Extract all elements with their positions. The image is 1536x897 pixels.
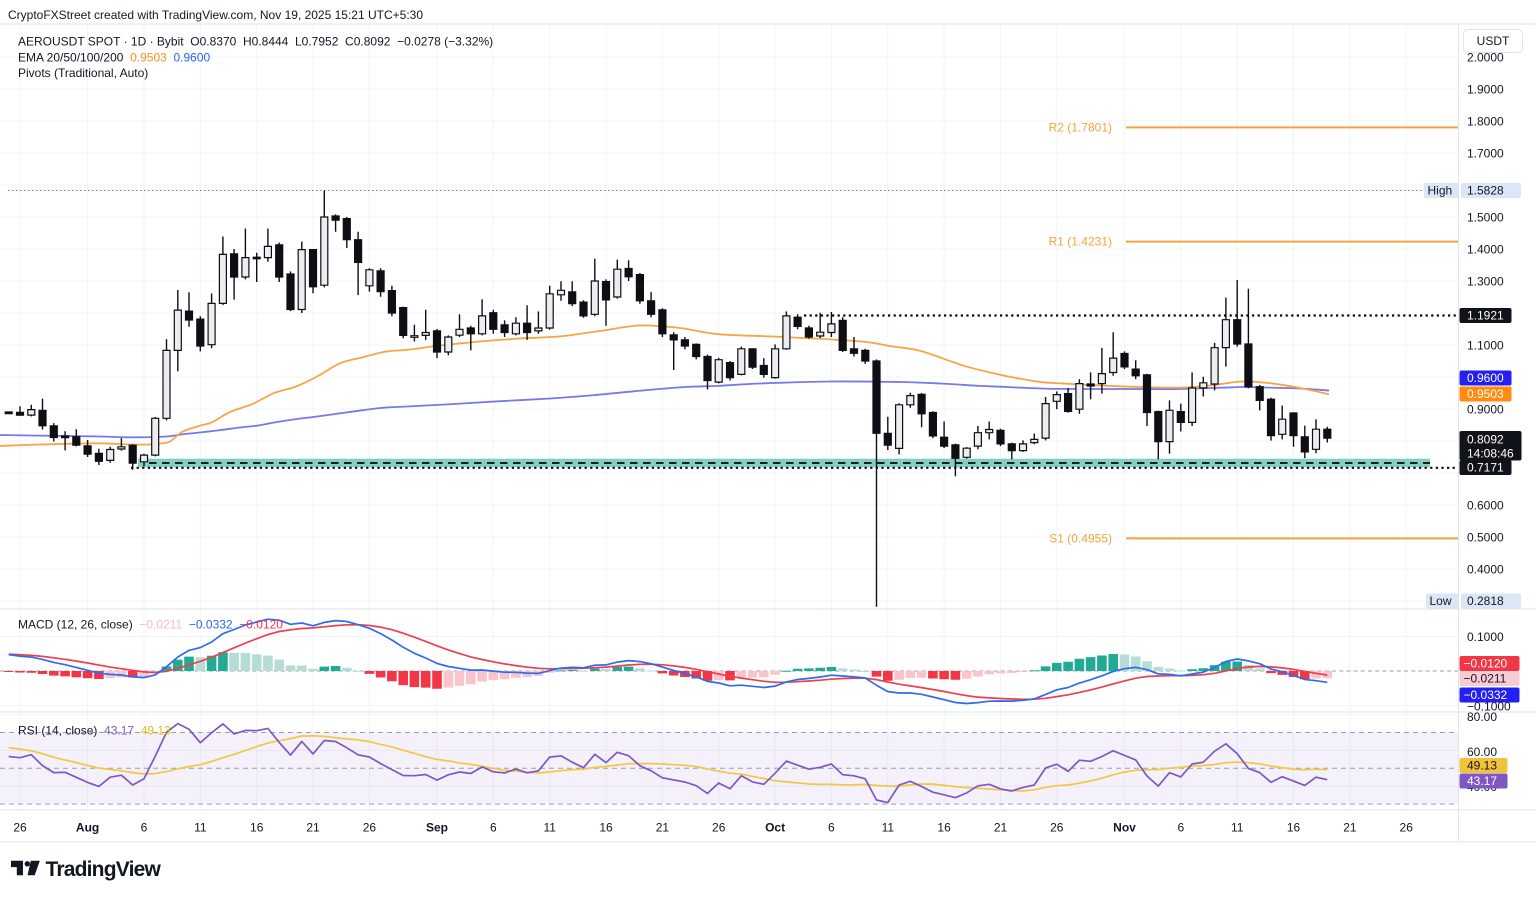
svg-text:16: 16 <box>1287 821 1301 835</box>
svg-text:21: 21 <box>1343 821 1357 835</box>
svg-text:21: 21 <box>656 821 670 835</box>
svg-text:0.6000: 0.6000 <box>1467 499 1504 513</box>
svg-text:6: 6 <box>828 821 835 835</box>
svg-text:16: 16 <box>250 821 264 835</box>
svg-text:21: 21 <box>306 821 320 835</box>
svg-text:CryptoFXStreet created with Tr: CryptoFXStreet created with TradingView.… <box>8 8 423 22</box>
svg-text:80.00: 80.00 <box>1467 710 1497 724</box>
svg-text:26: 26 <box>1400 821 1414 835</box>
svg-text:21: 21 <box>994 821 1008 835</box>
svg-text:−0.0120: −0.0120 <box>1464 657 1508 671</box>
svg-text:Oct: Oct <box>765 821 785 835</box>
svg-text:2.0000: 2.0000 <box>1467 51 1504 65</box>
svg-text:26: 26 <box>712 821 726 835</box>
svg-text:26: 26 <box>13 821 27 835</box>
svg-text:43.17: 43.17 <box>1467 774 1497 788</box>
svg-text:0.2818: 0.2818 <box>1467 594 1504 608</box>
svg-text:Low: Low <box>1430 594 1452 608</box>
svg-text:1.5828: 1.5828 <box>1467 184 1504 198</box>
svg-text:6: 6 <box>141 821 148 835</box>
svg-text:11: 11 <box>194 821 207 835</box>
svg-text:1.9000: 1.9000 <box>1467 83 1504 97</box>
svg-text:1.1921: 1.1921 <box>1467 309 1504 323</box>
svg-text:0.5000: 0.5000 <box>1467 531 1504 545</box>
svg-text:1.1000: 1.1000 <box>1467 339 1504 353</box>
svg-text:60.00: 60.00 <box>1467 745 1497 759</box>
svg-text:Aug: Aug <box>76 821 99 835</box>
svg-text:USDT: USDT <box>1477 34 1510 48</box>
svg-text:RSI (14, close) 43.17 49.13: RSI (14, close) 43.17 49.13 <box>18 724 171 738</box>
svg-text:14:08:46: 14:08:46 <box>1467 447 1514 461</box>
svg-text:AEROUSDT SPOT · 1D · Bybit O0: AEROUSDT SPOT · 1D · Bybit O0.8370 H0.84… <box>18 35 493 49</box>
svg-text:−0.0211: −0.0211 <box>1464 672 1507 686</box>
svg-text:0.4000: 0.4000 <box>1467 563 1504 577</box>
svg-text:0.1000: 0.1000 <box>1467 630 1504 644</box>
svg-text:Pivots (Traditional, Auto): Pivots (Traditional, Auto) <box>18 66 148 80</box>
svg-text:R2 (1.7801): R2 (1.7801) <box>1049 121 1112 135</box>
svg-text:1.4000: 1.4000 <box>1467 243 1504 257</box>
svg-text:−0.0332: −0.0332 <box>1464 688 1508 702</box>
svg-text:0.7171: 0.7171 <box>1467 461 1504 475</box>
svg-text:1.7000: 1.7000 <box>1467 147 1504 161</box>
svg-text:0.9600: 0.9600 <box>1467 371 1504 385</box>
svg-text:6: 6 <box>1177 821 1184 835</box>
svg-text:EMA 20/50/100/200 0.9503 0.9: EMA 20/50/100/200 0.9503 0.9600 <box>18 51 210 65</box>
svg-text:16: 16 <box>937 821 951 835</box>
svg-text:1.3000: 1.3000 <box>1467 275 1504 289</box>
svg-text:0.8092: 0.8092 <box>1467 433 1504 447</box>
svg-text:−0.1000: −0.1000 <box>1467 700 1511 714</box>
svg-text:R1 (1.4231): R1 (1.4231) <box>1049 235 1112 249</box>
svg-text:TradingView: TradingView <box>46 858 162 881</box>
svg-text:16: 16 <box>599 821 613 835</box>
svg-text:11: 11 <box>882 821 895 835</box>
svg-text:1.8000: 1.8000 <box>1467 115 1504 129</box>
svg-text:High: High <box>1428 184 1453 198</box>
svg-text:26: 26 <box>363 821 377 835</box>
svg-text:26: 26 <box>1050 821 1064 835</box>
svg-text:0.9503: 0.9503 <box>1467 387 1504 401</box>
svg-text:Nov: Nov <box>1113 821 1136 835</box>
svg-text:11: 11 <box>1231 821 1244 835</box>
svg-text:Sep: Sep <box>426 821 448 835</box>
svg-text:11: 11 <box>543 821 556 835</box>
svg-text:6: 6 <box>490 821 497 835</box>
svg-text:MACD (12, 26, close) −0.0211: MACD (12, 26, close) −0.0211 −0.0332 −0.… <box>18 618 283 632</box>
svg-text:1.5000: 1.5000 <box>1467 211 1504 225</box>
svg-text:0.9000: 0.9000 <box>1467 403 1504 417</box>
svg-text:S1 (0.4955): S1 (0.4955) <box>1049 532 1112 546</box>
svg-text:49.13: 49.13 <box>1467 759 1497 773</box>
